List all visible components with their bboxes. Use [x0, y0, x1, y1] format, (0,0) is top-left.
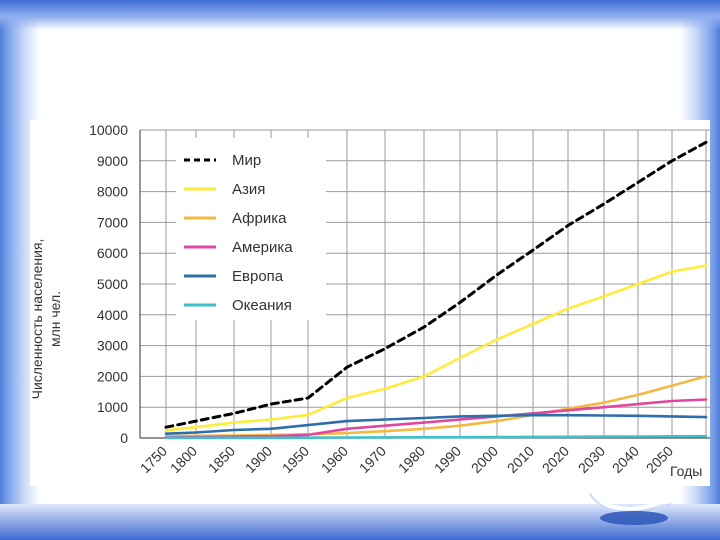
chart-panel: Численность населения, млн чел. 0 1000 2000…: [29, 120, 710, 486]
x-tick-label: 1850: [205, 443, 238, 476]
y-tick-label: 1000: [97, 399, 128, 415]
y-tick-label: 2000: [97, 368, 128, 384]
x-tick-label: 1750: [137, 443, 170, 476]
series-line-Мир: [164, 140, 708, 429]
decorative-swoosh: [582, 482, 674, 525]
x-tick-label: 1990: [431, 443, 464, 476]
y-axis-title-line: млн чел.: [47, 291, 63, 347]
y-tick-label: 0: [120, 430, 128, 446]
y-axis-ticks: 0 1000 2000 3000 4000 5000 6000 7000 8000 9000 100…: [89, 122, 128, 446]
x-tick-label: 1950: [279, 443, 312, 476]
y-tick-label: 3000: [97, 338, 128, 354]
x-tick-label: 1980: [395, 443, 428, 476]
x-tick-label: 1960: [318, 443, 351, 476]
y-tick-label: 9000: [97, 153, 128, 169]
y-tick-label: 8000: [97, 184, 128, 200]
bottom-banner: [0, 504, 720, 540]
series-line-Азия: [164, 264, 708, 432]
x-tick-label: 1900: [242, 443, 275, 476]
y-tick-label: 5000: [97, 276, 128, 292]
series-line-Америка: [164, 398, 708, 439]
population-line-chart: Численность населения, млн чел. 0 1000 2000…: [29, 122, 710, 479]
legend-label: Америка: [232, 239, 293, 256]
y-axis-title-line: Численность населения,: [30, 239, 45, 400]
top-banner: [0, 0, 720, 30]
y-tick-label: 6000: [97, 245, 128, 261]
y-tick-label: 4000: [97, 307, 128, 323]
legend-label: Океания: [232, 297, 292, 314]
x-tick-label: 1970: [356, 443, 389, 476]
x-tick-label: 2000: [468, 443, 501, 476]
legend-label: Европа: [232, 268, 284, 285]
legend-box: [176, 138, 326, 320]
chart-series: [164, 140, 708, 440]
y-tick-label: 10000: [89, 122, 128, 138]
x-tick-label: 1800: [167, 443, 200, 476]
series-line-Океания: [164, 434, 708, 440]
x-tick-label: 2020: [539, 443, 572, 476]
legend-label: Африка: [232, 210, 287, 227]
legend-label: Азия: [232, 181, 265, 198]
y-tick-label: 7000: [97, 214, 128, 230]
x-axis-title: Годы: [670, 463, 702, 479]
chart-legend: Мир Азия Африка Америка Европа Океания: [176, 138, 326, 320]
legend-label: Мир: [232, 152, 261, 169]
series-line-Европа: [164, 413, 708, 436]
y-axis-title: Численность населения, млн чел.: [29, 239, 63, 400]
x-tick-label: 2010: [504, 443, 537, 476]
